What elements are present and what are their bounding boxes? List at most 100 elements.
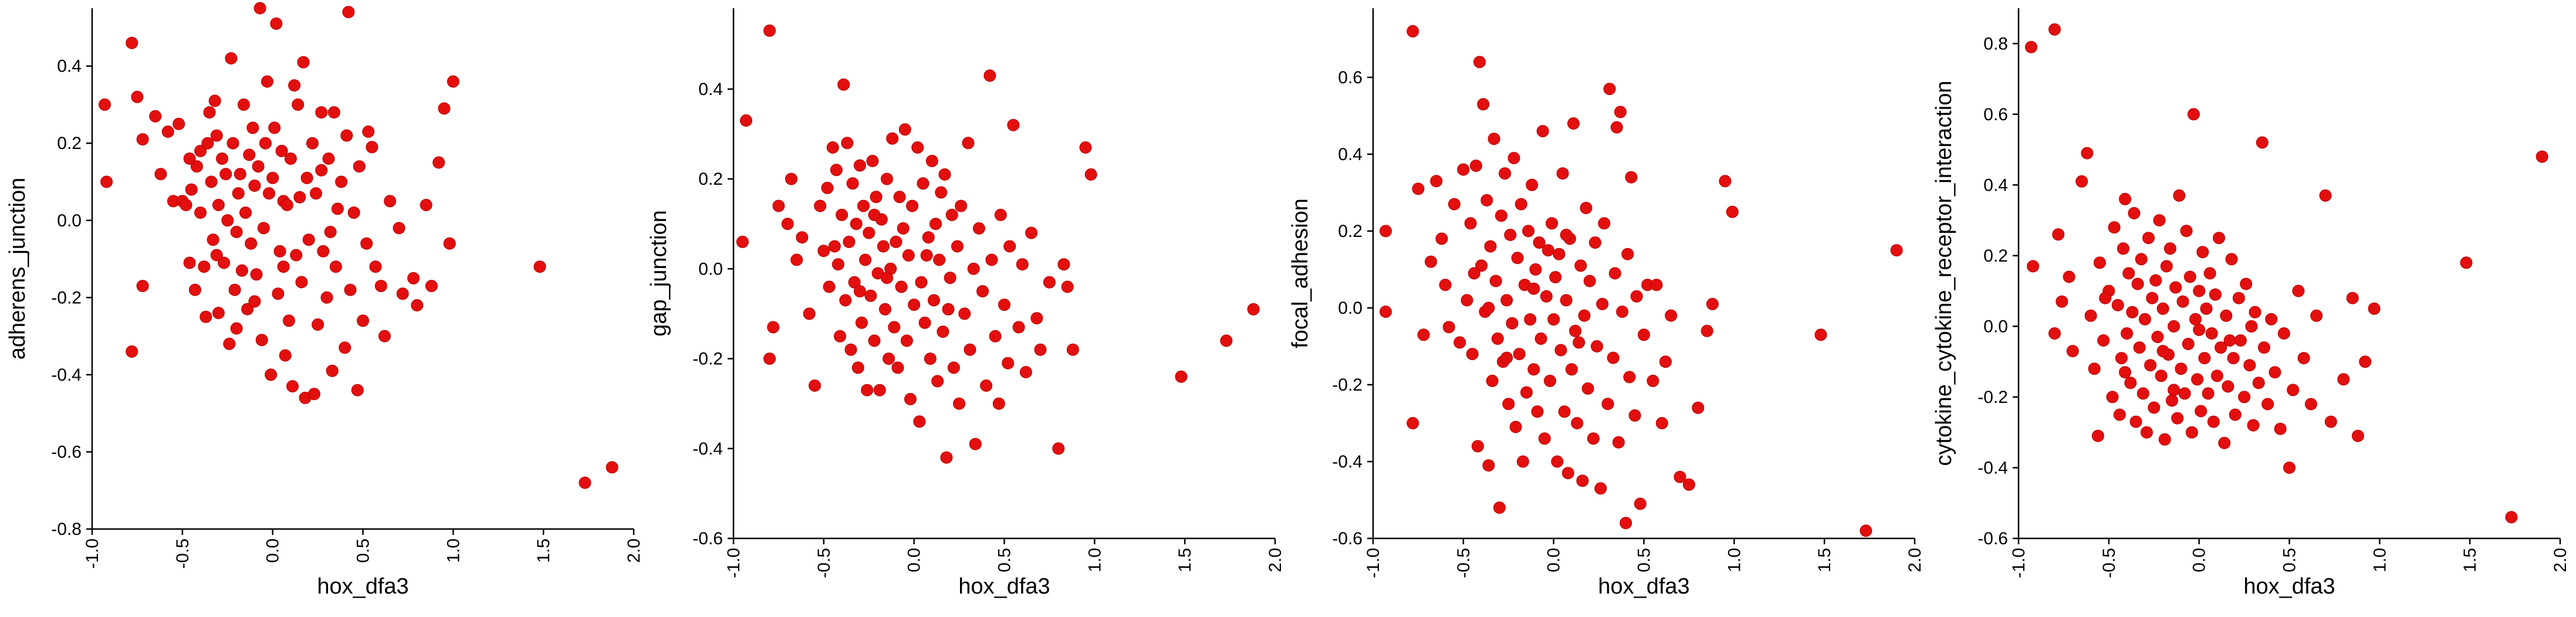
- data-point: [989, 330, 1002, 343]
- data-point: [2202, 387, 2215, 400]
- data-point: [2133, 341, 2146, 354]
- data-point: [2265, 313, 2278, 326]
- subplot-cytokine-receptor-interaction: -1.0 -0.5 0.0 0.5 1.0 1.5 2.0 -0.6 -0.4 -0.2 0.0 0.…: [1932, 8, 2570, 599]
- data-point: [188, 283, 201, 296]
- y-axis-label: adherens_junction: [5, 178, 30, 360]
- data-point: [1534, 332, 1547, 345]
- data-point: [2136, 387, 2149, 400]
- data-point: [340, 129, 353, 142]
- subplot-gap-junction: -1.0 -0.5 0.0 0.5 1.0 1.5 2.0 -0.6 -0.4 -0.2 0.0 0.…: [647, 8, 1285, 599]
- x-tick-label: 0.0: [2190, 548, 2209, 572]
- data-point: [2368, 302, 2381, 315]
- data-point: [126, 36, 138, 49]
- data-point: [844, 343, 857, 356]
- data-point: [841, 137, 854, 150]
- data-point: [942, 303, 955, 316]
- data-point: [2113, 408, 2126, 421]
- data-point: [2247, 419, 2260, 432]
- data-point: [272, 287, 285, 300]
- data-point: [917, 177, 929, 190]
- data-point: [863, 226, 875, 239]
- data-point: [781, 218, 794, 230]
- data-point: [261, 75, 273, 88]
- data-point: [273, 245, 286, 257]
- data-point: [2213, 232, 2225, 245]
- y-tick-label: 0.2: [1338, 222, 1363, 241]
- x-axis-label: hox_dfa3: [2243, 574, 2335, 599]
- data-point: [2196, 246, 2209, 259]
- data-point: [2292, 284, 2305, 297]
- data-point: [1558, 405, 1571, 418]
- data-point: [339, 341, 351, 354]
- data-point: [834, 330, 846, 343]
- x-tick-label: 0.0: [263, 538, 283, 563]
- data-point: [2225, 253, 2238, 266]
- data-point: [219, 168, 232, 181]
- data-point: [286, 380, 299, 393]
- data-point: [579, 476, 591, 489]
- data-point: [1247, 303, 1260, 316]
- data-point: [2160, 260, 2173, 273]
- data-point: [2240, 277, 2253, 290]
- y-tick-label: -0.2: [51, 288, 82, 307]
- data-point: [420, 199, 432, 211]
- data-point: [2156, 345, 2169, 358]
- data-point: [253, 2, 266, 15]
- data-point: [307, 388, 320, 401]
- data-point: [1890, 244, 1903, 257]
- data-point: [194, 206, 207, 219]
- data-point: [868, 208, 881, 221]
- x-tick-label: 0.5: [995, 548, 1015, 572]
- data-point: [2063, 270, 2075, 283]
- data-point: [1556, 167, 1569, 180]
- data-point: [2257, 341, 2270, 354]
- y-tick-label: 0.0: [1338, 299, 1363, 318]
- data-point: [2163, 242, 2176, 255]
- data-point: [344, 283, 357, 296]
- data-point: [1560, 229, 1573, 241]
- data-point: [246, 121, 259, 134]
- data-point: [1461, 294, 1473, 307]
- data-point: [1560, 294, 1573, 307]
- data-point: [293, 191, 306, 204]
- data-point: [2088, 362, 2101, 375]
- data-point: [218, 256, 231, 269]
- data-point: [928, 294, 940, 307]
- data-point: [2218, 436, 2231, 449]
- data-point: [99, 98, 111, 111]
- data-point: [2027, 260, 2040, 273]
- data-point: [2269, 366, 2281, 379]
- data-point: [809, 379, 821, 392]
- data-point: [297, 56, 310, 69]
- data-point: [2156, 302, 2169, 315]
- data-point: [1544, 374, 1556, 387]
- data-point: [2210, 369, 2223, 382]
- data-point: [913, 415, 926, 428]
- data-point: [2256, 136, 2269, 149]
- data-point: [853, 285, 866, 298]
- data-point: [821, 181, 834, 194]
- data-point: [335, 175, 348, 188]
- data-point: [1477, 98, 1490, 111]
- data-point: [881, 272, 893, 284]
- data-point: [908, 299, 921, 311]
- data-point: [295, 276, 308, 289]
- data-point: [136, 280, 149, 293]
- data-point: [1488, 133, 1500, 145]
- data-point: [1469, 160, 1482, 172]
- data-point: [1574, 259, 1587, 272]
- data-point: [185, 183, 198, 196]
- data-point: [1522, 225, 1535, 238]
- data-point: [1003, 240, 1016, 253]
- data-point: [161, 126, 174, 138]
- data-point: [976, 285, 989, 298]
- x-tick-label: 2.0: [2551, 548, 2570, 572]
- data-point: [1526, 178, 1539, 191]
- data-point: [763, 352, 776, 365]
- data-point: [100, 175, 113, 188]
- data-point: [2187, 108, 2200, 121]
- data-point: [2149, 274, 2162, 287]
- data-point: [1520, 386, 1533, 399]
- data-point: [2182, 338, 2195, 350]
- data-point: [126, 345, 138, 358]
